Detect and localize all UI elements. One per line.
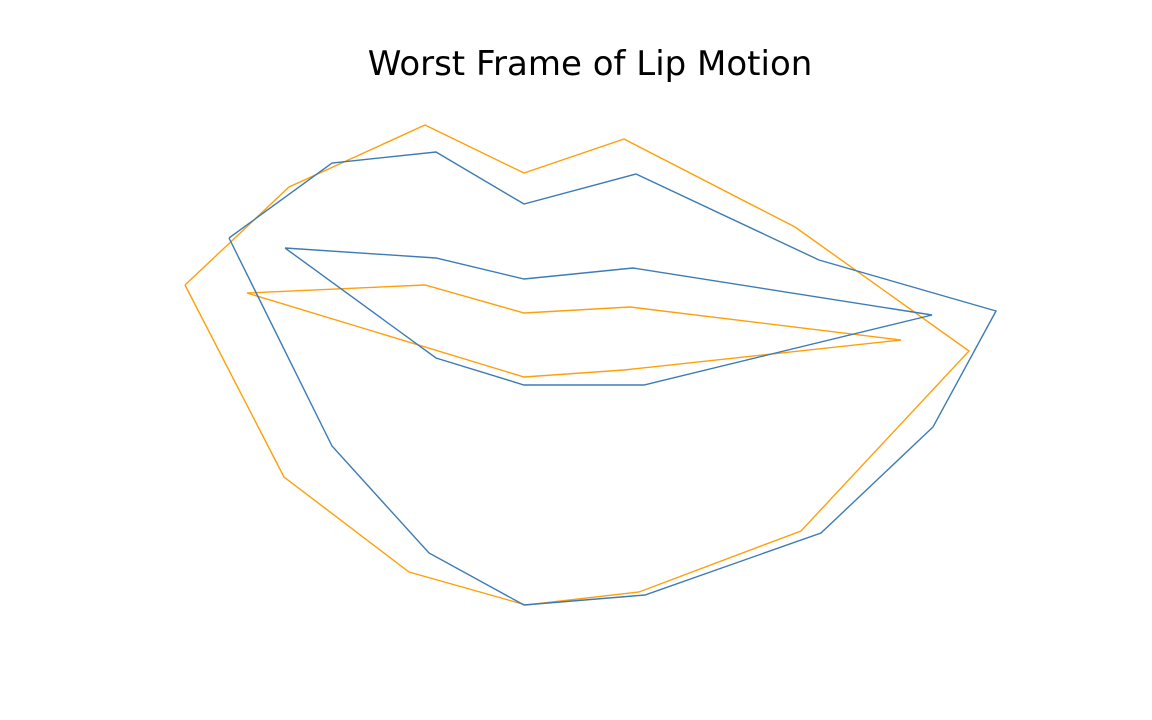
series-2-inner-lip [284, 247, 933, 386]
series-2-outer-lip [228, 151, 998, 606]
series-1-inner-lip [246, 284, 902, 378]
series-1-outer-lip [184, 124, 971, 606]
chart-title: Worst Frame of Lip Motion [367, 44, 813, 84]
